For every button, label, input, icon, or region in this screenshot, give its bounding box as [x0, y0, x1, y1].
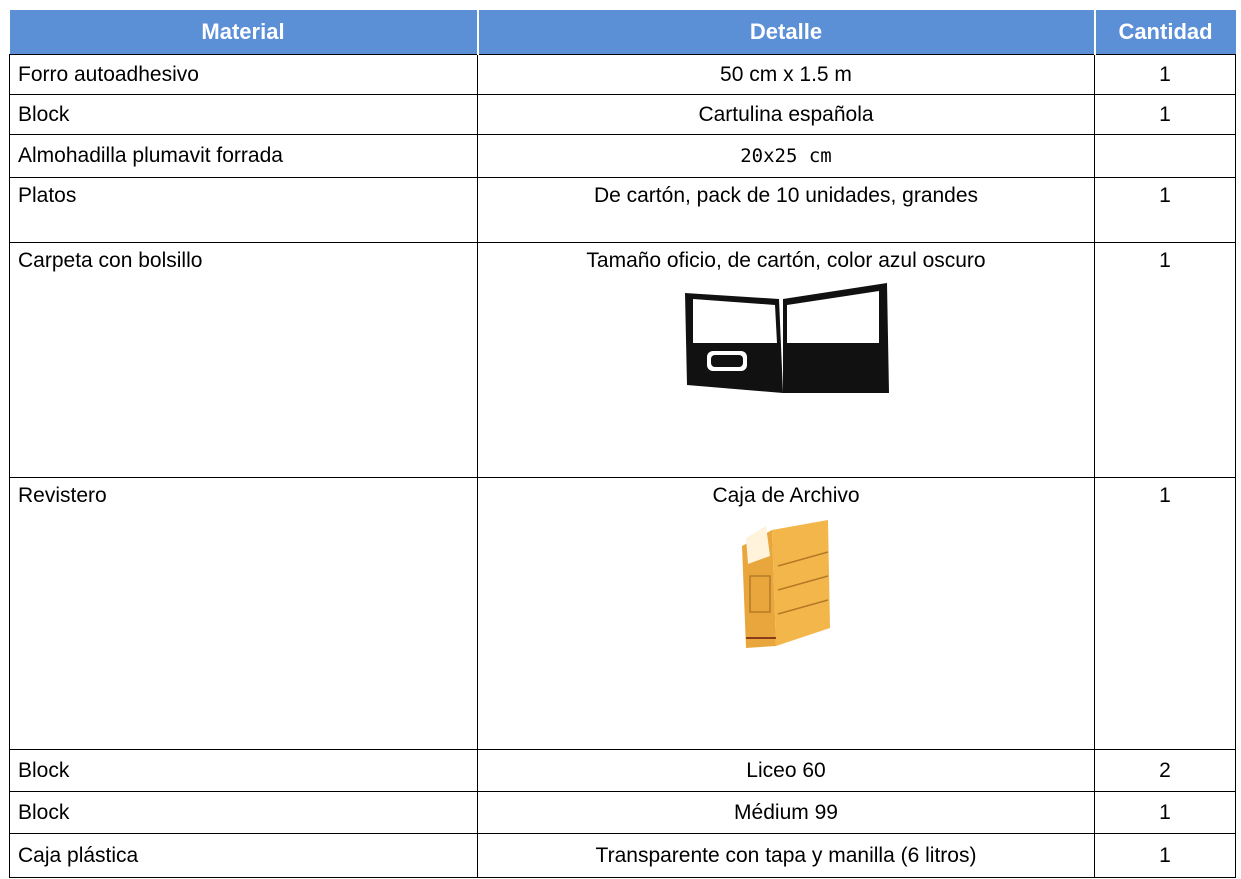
- header-cell: Cantidad: [1093, 10, 1236, 55]
- row: Platos De cartón, pack de 10 unidades, g…: [9, 177, 1236, 243]
- cell: 1: [1094, 94, 1236, 135]
- cell: 50 cm x 1.5 m: [477, 54, 1095, 95]
- row: Block Médium 99 1: [9, 791, 1236, 834]
- cell: Liceo 60: [477, 749, 1095, 792]
- archive-box-image: [742, 520, 830, 648]
- cell: Almohadilla plumavit forrada: [9, 134, 478, 178]
- cell: 1: [1094, 54, 1236, 95]
- row: Revistero Caja de Archivo 1: [9, 477, 1236, 750]
- header-cell: Material: [9, 10, 478, 55]
- cell: Block: [9, 94, 478, 135]
- cell: Carpeta con bolsillo: [9, 242, 478, 478]
- materials-table: Material Detalle Cantidad Forro autoadhe…: [9, 10, 1236, 878]
- header-row: Material Detalle Cantidad: [9, 10, 1236, 55]
- cell: Block: [9, 749, 478, 792]
- cell: 2: [1094, 749, 1236, 792]
- row: Forro autoadhesivo 50 cm x 1.5 m 1: [9, 54, 1236, 95]
- row: Carpeta con bolsillo Tamaño oficio, de c…: [9, 242, 1236, 478]
- cell: 20x25 cm: [477, 134, 1095, 178]
- empty-cell: [1094, 134, 1236, 178]
- row: Block Cartulina española 1: [9, 94, 1236, 135]
- row: Almohadilla plumavit forrada 20x25 cm: [9, 134, 1236, 178]
- header-cell: Detalle: [476, 10, 1095, 55]
- cell: Forro autoadhesivo: [9, 54, 478, 95]
- row: Block Liceo 60 2: [9, 749, 1236, 792]
- cell: Caja plástica: [9, 833, 478, 878]
- cell: 1: [1094, 242, 1236, 478]
- row: Caja plástica Transparente con tapa y ma…: [9, 833, 1236, 878]
- folder-image: [685, 283, 889, 393]
- cell: Revistero: [9, 477, 478, 750]
- cell: De cartón, pack de 10 unidades, grandes: [477, 177, 1095, 243]
- cell: Transparente con tapa y manilla (6 litro…: [477, 833, 1095, 878]
- cell: Caja de Archivo: [477, 477, 1095, 750]
- cell: 1: [1094, 477, 1236, 750]
- cell-text: Tamaño oficio, de cartón, color azul osc…: [586, 249, 986, 272]
- cell: Tamaño oficio, de cartón, color azul osc…: [477, 242, 1095, 478]
- cell: 1: [1094, 791, 1236, 834]
- cell: Block: [9, 791, 478, 834]
- cell-text: Caja de Archivo: [712, 484, 860, 507]
- cell: 1: [1094, 177, 1236, 243]
- cell: Médium 99: [477, 791, 1095, 834]
- cell: 1: [1094, 833, 1236, 878]
- cell: Cartulina española: [477, 94, 1095, 135]
- cell: Platos: [9, 177, 478, 243]
